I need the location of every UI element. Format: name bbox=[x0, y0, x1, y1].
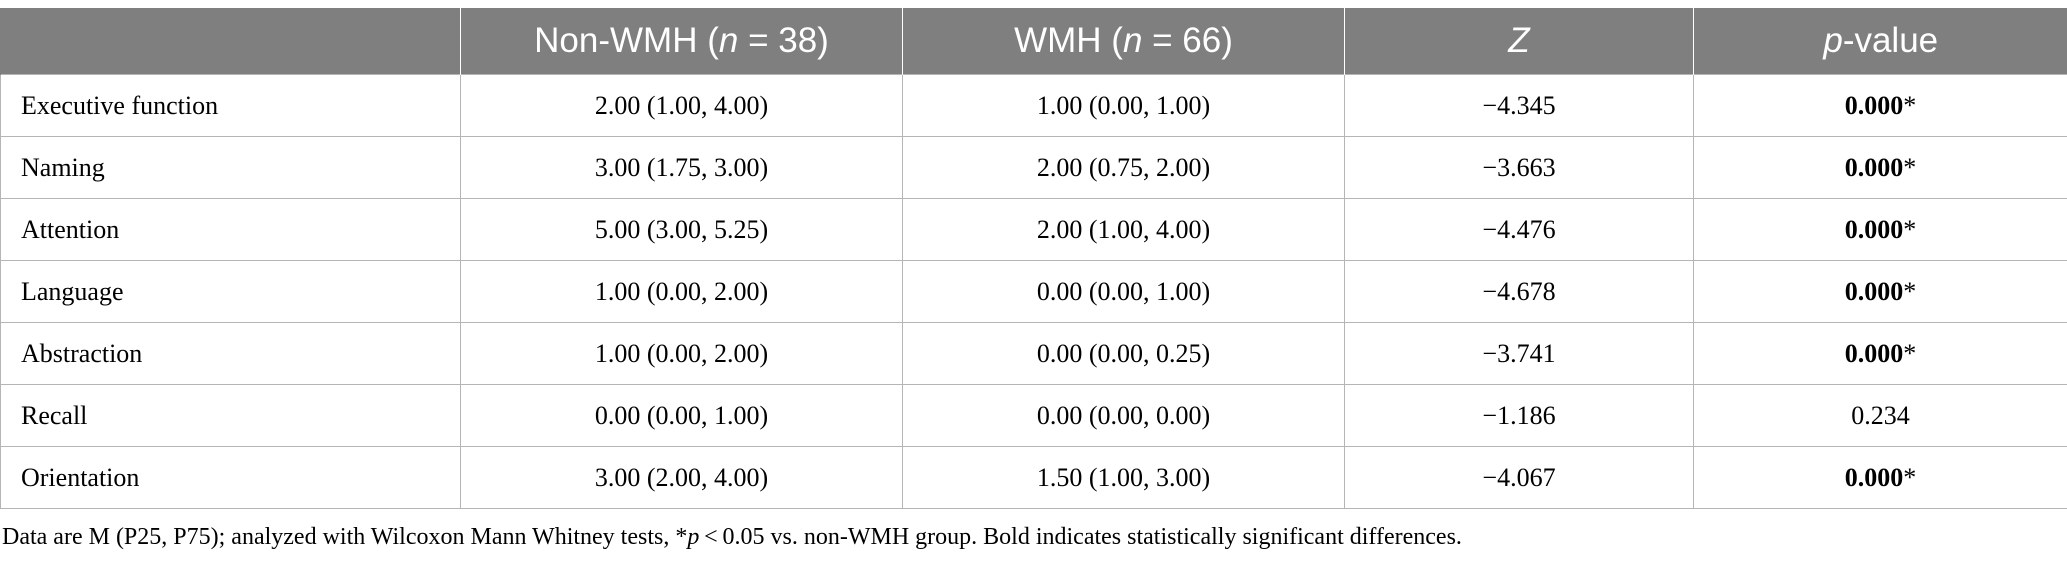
header-cell-wmh: WMH (n = 66) bbox=[902, 8, 1345, 75]
z-cell: −3.741 bbox=[1344, 322, 1694, 385]
table-row: Recall 0.00 (0.00, 1.00) 0.00 (0.00, 0.00)… bbox=[0, 384, 2067, 447]
p-value: 0.000 bbox=[1844, 152, 1904, 182]
table-row: Abstraction 1.00 (0.00, 2.00) 0.00 (0.00, … bbox=[0, 322, 2067, 385]
row-label-cell: Language bbox=[0, 260, 461, 323]
non-wmh-cell: 3.00 (2.00, 4.00) bbox=[460, 446, 903, 509]
table-row: Executive function 2.00 (1.00, 4.00) 1.00 … bbox=[0, 74, 2067, 137]
p-value-cell: 0.000* bbox=[1693, 74, 2067, 137]
table-row: Orientation 3.00 (2.00, 4.00) 1.50 (1.00, … bbox=[0, 446, 2067, 509]
p-value-cell: 0.000* bbox=[1693, 136, 2067, 199]
header-cell-p-value: p-value bbox=[1693, 8, 2067, 75]
non-wmh-cell: 2.00 (1.00, 4.00) bbox=[460, 74, 903, 137]
header-row: Non-WMH (n = 38) WMH (n = 66) Z p-value bbox=[0, 8, 2067, 75]
table-footnote: Data are M (P25, P75); analyzed with Wil… bbox=[2, 524, 1462, 550]
row-label-cell: Naming bbox=[0, 136, 461, 199]
z-cell: −4.345 bbox=[1344, 74, 1694, 137]
z-cell: −1.186 bbox=[1344, 384, 1694, 447]
row-label-cell: Recall bbox=[0, 384, 461, 447]
header-cell-label bbox=[0, 8, 461, 75]
z-cell: −4.476 bbox=[1344, 198, 1694, 261]
wmh-cell: 0.00 (0.00, 0.00) bbox=[902, 384, 1345, 447]
p-value: 0.000 bbox=[1844, 462, 1904, 492]
significance-star: * bbox=[1903, 152, 1917, 182]
wmh-cell: 1.00 (0.00, 1.00) bbox=[902, 74, 1345, 137]
table-container: Non-WMH (n = 38) WMH (n = 66) Z p-value … bbox=[0, 8, 2067, 509]
wmh-cell: 0.00 (0.00, 0.25) bbox=[902, 322, 1345, 385]
p-value-cell: 0.000* bbox=[1693, 260, 2067, 323]
p-value-cell: 0.000* bbox=[1693, 198, 2067, 261]
non-wmh-cell: 3.00 (1.75, 3.00) bbox=[460, 136, 903, 199]
p-value-cell: 0.234 bbox=[1693, 384, 2067, 447]
wmh-cell: 0.00 (0.00, 1.00) bbox=[902, 260, 1345, 323]
header-cell-non-wmh: Non-WMH (n = 38) bbox=[460, 8, 903, 75]
wmh-cell: 2.00 (1.00, 4.00) bbox=[902, 198, 1345, 261]
results-table: Non-WMH (n = 38) WMH (n = 66) Z p-value … bbox=[0, 8, 2067, 509]
row-label-cell: Executive function bbox=[0, 74, 461, 137]
z-cell: −3.663 bbox=[1344, 136, 1694, 199]
table-row: Naming 3.00 (1.75, 3.00) 2.00 (0.75, 2.00)… bbox=[0, 136, 2067, 199]
p-value: 0.000 bbox=[1844, 338, 1904, 368]
significance-star: * bbox=[1903, 214, 1917, 244]
row-label-cell: Abstraction bbox=[0, 322, 461, 385]
z-cell: −4.067 bbox=[1344, 446, 1694, 509]
significance-star: * bbox=[1903, 90, 1917, 120]
row-label-cell: Orientation bbox=[0, 446, 461, 509]
non-wmh-cell: 1.00 (0.00, 2.00) bbox=[460, 322, 903, 385]
p-value-cell: 0.000* bbox=[1693, 446, 2067, 509]
row-label-cell: Attention bbox=[0, 198, 461, 261]
p-value: 0.000 bbox=[1844, 276, 1904, 306]
significance-star: * bbox=[1903, 338, 1917, 368]
non-wmh-cell: 0.00 (0.00, 1.00) bbox=[460, 384, 903, 447]
wmh-cell: 2.00 (0.75, 2.00) bbox=[902, 136, 1345, 199]
p-value: 0.234 bbox=[1851, 400, 1910, 430]
non-wmh-cell: 1.00 (0.00, 2.00) bbox=[460, 260, 903, 323]
p-value: 0.000 bbox=[1844, 214, 1904, 244]
wmh-cell: 1.50 (1.00, 3.00) bbox=[902, 446, 1345, 509]
z-cell: −4.678 bbox=[1344, 260, 1694, 323]
header-cell-z: Z bbox=[1344, 8, 1694, 75]
table-row: Attention 5.00 (3.00, 5.25) 2.00 (1.00, 4.… bbox=[0, 198, 2067, 261]
significance-star: * bbox=[1903, 462, 1917, 492]
p-value-cell: 0.000* bbox=[1693, 322, 2067, 385]
table-row: Language 1.00 (0.00, 2.00) 0.00 (0.00, 1.0… bbox=[0, 260, 2067, 323]
p-value: 0.000 bbox=[1844, 90, 1904, 120]
significance-star: * bbox=[1903, 276, 1917, 306]
non-wmh-cell: 5.00 (3.00, 5.25) bbox=[460, 198, 903, 261]
